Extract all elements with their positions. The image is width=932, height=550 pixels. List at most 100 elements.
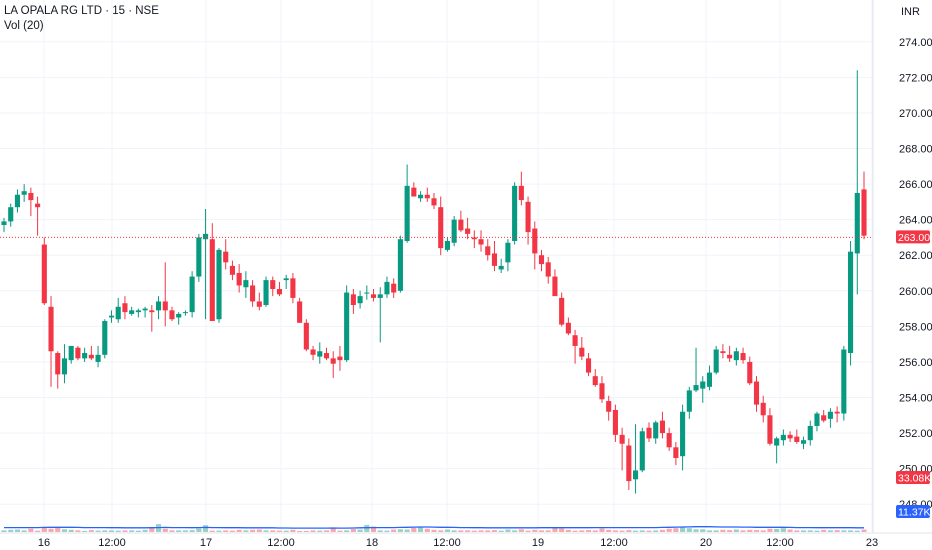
volume-bar xyxy=(686,528,692,532)
candle xyxy=(404,164,410,243)
candle xyxy=(753,376,760,412)
candle-body xyxy=(780,434,786,441)
candle xyxy=(438,196,444,256)
volume-bar xyxy=(619,530,625,532)
last-volume-badge[interactable]: 33.08K xyxy=(896,471,931,485)
candle xyxy=(95,345,101,368)
candle-body xyxy=(619,434,625,444)
volume-bar xyxy=(411,527,417,532)
currency-label[interactable]: INR xyxy=(901,6,920,18)
volume-bar xyxy=(834,530,840,532)
volume-bar xyxy=(182,530,188,532)
candle xyxy=(142,306,148,318)
candle xyxy=(88,345,94,361)
time-tick-label: 16 xyxy=(38,537,50,549)
volume-bar xyxy=(357,529,363,532)
candle xyxy=(350,289,356,314)
candle xyxy=(223,239,229,270)
candle-body xyxy=(700,381,706,389)
candle-body xyxy=(169,310,175,320)
candle xyxy=(297,297,303,323)
candle xyxy=(673,441,679,466)
candle xyxy=(565,317,571,336)
volume-bar xyxy=(344,530,350,532)
candle-body xyxy=(512,185,518,241)
candle-body xyxy=(48,306,54,352)
candle-body xyxy=(209,239,215,322)
candle xyxy=(182,310,188,316)
candle-body xyxy=(317,351,323,357)
volume-bar xyxy=(431,529,437,532)
volume-bar xyxy=(75,530,81,532)
volume-bar xyxy=(323,530,330,532)
candle xyxy=(122,296,128,320)
volume-bar xyxy=(236,529,242,532)
candle xyxy=(612,404,618,442)
candle-body xyxy=(525,201,531,233)
candle xyxy=(129,306,135,316)
price-tick-label: 252.00 xyxy=(899,428,932,440)
volume-bar xyxy=(444,529,450,532)
candle-body xyxy=(283,278,289,281)
candle-body xyxy=(458,219,464,231)
candle-body xyxy=(821,415,827,421)
volume-bar xyxy=(733,529,739,532)
volume-indicator-label[interactable]: Vol (20) xyxy=(4,20,44,32)
candle-body xyxy=(75,347,81,359)
volume-bar xyxy=(61,529,68,532)
volume-bar xyxy=(95,530,101,532)
candle-body xyxy=(61,358,68,375)
candle xyxy=(512,182,518,245)
volume-bar xyxy=(559,528,565,532)
candle-body xyxy=(733,351,739,361)
candle-body xyxy=(633,470,639,480)
volume-bar xyxy=(451,530,457,532)
candle-body xyxy=(848,251,854,354)
candle-body xyxy=(236,273,242,286)
candle-body xyxy=(229,265,235,275)
last-volume-badge-bg xyxy=(896,471,930,484)
candle xyxy=(841,345,847,421)
volume-bar xyxy=(169,530,175,532)
volume-bar xyxy=(666,528,672,532)
volume-bar xyxy=(525,530,531,532)
volume-bar xyxy=(290,529,296,532)
candle xyxy=(740,347,746,364)
symbol-title[interactable]: LA OPALA RG LTD · 15 · NSE xyxy=(4,5,159,17)
candle-body xyxy=(108,315,115,318)
volume-bar xyxy=(404,529,410,532)
candle-body xyxy=(465,228,471,234)
candle-body xyxy=(129,310,135,314)
volume-bar xyxy=(673,528,679,532)
candle-body xyxy=(585,358,592,373)
candle xyxy=(357,290,363,309)
candle xyxy=(196,233,202,282)
candle xyxy=(276,281,283,297)
volume-bar xyxy=(35,530,41,532)
candle-body xyxy=(545,262,551,277)
volume-ma-badge[interactable]: 11.37K xyxy=(896,505,931,519)
candle xyxy=(424,187,430,202)
candle xyxy=(552,269,558,297)
candle xyxy=(303,319,309,352)
volume-bar xyxy=(512,530,518,532)
volume-bar xyxy=(485,530,491,532)
volume-ma-line xyxy=(4,526,864,529)
volume-bar xyxy=(364,524,370,532)
volume-bar xyxy=(122,530,128,532)
volume-bar xyxy=(471,530,477,532)
last-price-badge[interactable]: 263.00 xyxy=(896,230,930,244)
volume-bar xyxy=(491,530,498,532)
candle xyxy=(827,408,833,428)
volume-bar xyxy=(250,529,256,532)
candle xyxy=(693,347,699,393)
candle xyxy=(491,240,498,272)
candle xyxy=(370,289,377,302)
candle-body xyxy=(276,289,283,295)
candle xyxy=(458,210,464,233)
candle-body xyxy=(203,233,209,240)
candle-body xyxy=(706,372,713,387)
volume-bar xyxy=(149,527,155,532)
volume-bar xyxy=(283,530,289,532)
